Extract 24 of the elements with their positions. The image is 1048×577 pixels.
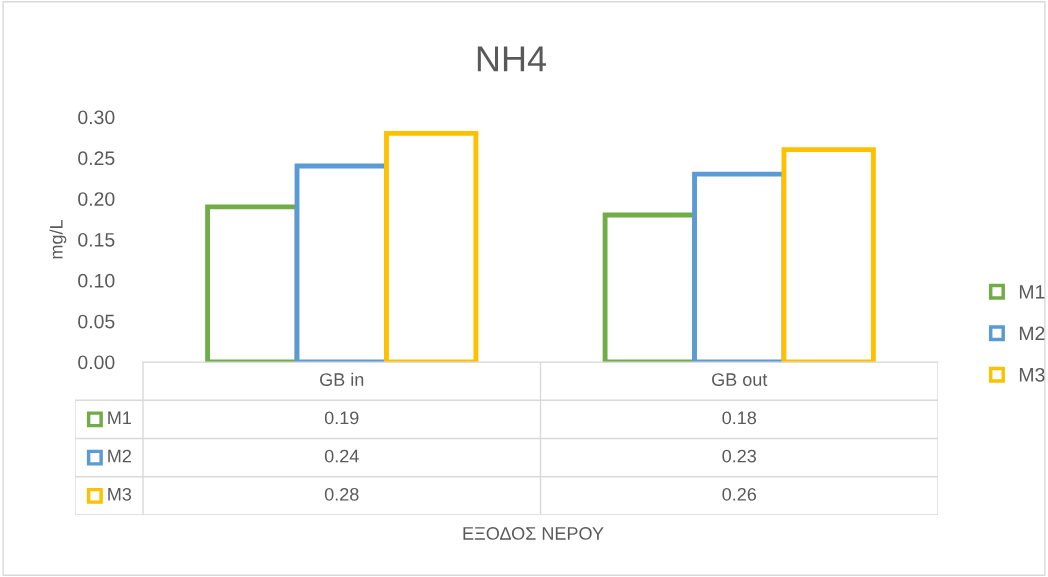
- data-label: 0.24: [324, 449, 359, 463]
- y-tick-label: 0.15: [78, 232, 115, 247]
- x-tick-label: GB out: [712, 373, 768, 386]
- y-tick-label: 0.30: [78, 110, 115, 125]
- legend-label: M1: [108, 411, 131, 425]
- data-label: 0.19: [324, 411, 359, 425]
- legend-label: M3: [1019, 367, 1045, 382]
- y-tick-label: 0.25: [78, 151, 115, 166]
- chart-title: NH4: [477, 46, 547, 72]
- y-tick-label: 0.05: [78, 314, 115, 329]
- data-label: 0.18: [722, 411, 757, 425]
- y-tick-label: 0.10: [78, 273, 115, 288]
- data-label: 0.28: [324, 487, 359, 501]
- text: M1: [1019, 285, 1045, 299]
- y-tick-label: 0.20: [78, 192, 115, 206]
- legend-label: M2: [108, 449, 131, 463]
- text: M2: [1019, 326, 1045, 341]
- x-tick-label: GB in: [320, 372, 364, 386]
- y-axis-title: mg/L: [49, 220, 67, 259]
- y-tick-label: 0.00: [78, 355, 115, 370]
- data-label: 0.23: [722, 449, 757, 463]
- text: ΕΞΟΔΟΣ ΝΕΡΟΥ: [463, 527, 604, 540]
- text: M3: [108, 487, 132, 501]
- data-label: 0.26: [722, 487, 757, 501]
